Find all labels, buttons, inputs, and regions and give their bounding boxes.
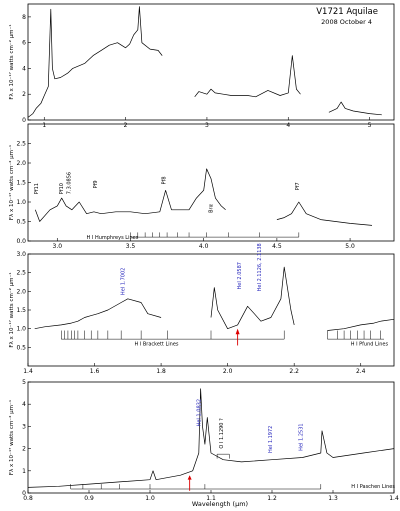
overview-ytick-label: 8 bbox=[22, 14, 26, 21]
brackett-ytick-label: 0.5 bbox=[16, 344, 26, 351]
brackett-annotation: HeI 1.7002 bbox=[120, 268, 126, 295]
paschen-annotation: HeI 1.2531 bbox=[299, 423, 305, 450]
humphreys-xtick-label: 5.0 bbox=[345, 243, 355, 250]
brackett-ytick-label: 2.5 bbox=[16, 270, 26, 277]
paschen-series-line-0 bbox=[27, 388, 395, 488]
humphreys-series-line-1 bbox=[276, 201, 373, 226]
humphreys-annotation: Pf11 bbox=[34, 183, 40, 194]
humphreys-annotation: Pf8 bbox=[162, 176, 168, 184]
paschen-y-axis-label: Fλ x 10⁻¹⁷ watts cm⁻² μm⁻¹ bbox=[8, 400, 15, 475]
brackett-frame bbox=[27, 253, 395, 367]
paschen-oi-bracket bbox=[216, 453, 230, 459]
x-axis-label: Wavelength (μm) bbox=[192, 500, 248, 508]
paschen-xtick-label: 0.9 bbox=[84, 495, 94, 502]
brackett-ytick-label: 1.5 bbox=[16, 307, 26, 314]
paschen-ytick-label: 1 bbox=[22, 468, 26, 475]
panel-brackett: 1.4 1.6 1.8 2.0 2.2 2.4 0.5 1.0 1.5 2.0 2.5 3.0 Fλ x… bbox=[8, 243, 395, 375]
panel-humphreys: 3.0 3.5 4.0 4.5 5.0 0.0 0.5 1.0 1.5 2.0 2.5Fλ x 10… bbox=[8, 123, 395, 250]
brackett-annotation: HeI 2.1126, 2.1138 bbox=[257, 243, 263, 291]
humphreys-xtick-label: 4.5 bbox=[272, 243, 282, 250]
paschen-annotation: HeI 1.1972 bbox=[268, 426, 274, 453]
humphreys-y-axis-label: Fλ x 10⁻¹⁷ watts cm⁻² μm⁻¹ bbox=[8, 145, 15, 220]
brackett-xtick-label: 2.4 bbox=[356, 368, 366, 375]
brackett-series-line-2 bbox=[327, 318, 395, 331]
overview-y-axis-label: Fλ x 10⁻¹⁷ watts cm⁻² μm⁻¹ bbox=[8, 24, 15, 99]
overview-series-line-2 bbox=[328, 101, 382, 116]
brackett-series-line-1 bbox=[210, 266, 295, 330]
brackett-y-axis-label: Fλ x 10⁻¹⁷ watts cm⁻² μm⁻¹ bbox=[8, 272, 15, 347]
paschen-ytick-label: 2 bbox=[22, 446, 26, 453]
humphreys-annotation: Pf10 bbox=[59, 183, 65, 194]
paschen-annotation: O I 1.1290 ? bbox=[219, 418, 225, 449]
brackett-line-series-label-brackett: H I Brackett Lines bbox=[134, 341, 178, 347]
brackett-line-series-label-pfund: H I Pfund Lines bbox=[351, 341, 389, 347]
humphreys-annotation: Pf7 bbox=[295, 182, 301, 190]
humphreys-ytick-label: 1.5 bbox=[16, 180, 26, 187]
humphreys-annotation: 7.3.0856 bbox=[66, 172, 72, 194]
paschen-ytick-label: 4 bbox=[22, 401, 26, 408]
humphreys-ytick-label: 0.0 bbox=[16, 238, 26, 245]
paschen-annotation: HeI 1.0832 bbox=[197, 399, 203, 426]
paschen-xtick-label: 1.3 bbox=[328, 495, 338, 502]
paschen-xtick-label: 1.1 bbox=[206, 495, 216, 502]
paschen-frame bbox=[27, 381, 395, 494]
humphreys-series-line-0 bbox=[34, 168, 226, 222]
overview-xtick-label: 4 bbox=[286, 122, 290, 129]
brackett-ytick-label: 1.0 bbox=[16, 326, 26, 333]
paschen-xtick-label: 0.8 bbox=[23, 495, 33, 502]
overview-xtick-label: 2 bbox=[124, 122, 128, 129]
overview-frame bbox=[27, 3, 395, 121]
humphreys-annotation: Brα bbox=[208, 203, 214, 212]
paschen-line-series-label: H I Paschen Lines bbox=[351, 484, 395, 490]
panel-overview: 1 2 3 4 5 0 2 4 6 8 Fλ x 10⁻¹⁷ watts cm⁻² μm⁻¹ bbox=[8, 3, 395, 129]
humphreys-ytick-label: 2.0 bbox=[16, 160, 26, 167]
brackett-xtick-label: 1.8 bbox=[156, 368, 166, 375]
humphreys-frame bbox=[27, 123, 395, 242]
humphreys-xtick-label: 3.5 bbox=[126, 243, 136, 250]
paschen-xtick-label: 1.2 bbox=[267, 495, 277, 502]
brackett-series-line-0 bbox=[34, 298, 162, 330]
humphreys-xtick-label: 4.0 bbox=[199, 243, 209, 250]
paschen-ytick-label: 3 bbox=[22, 423, 26, 430]
humphreys-ytick-label: 1.0 bbox=[16, 199, 26, 206]
paschen-red-arrowhead bbox=[187, 475, 192, 480]
brackett-xtick-label: 2.0 bbox=[223, 368, 233, 375]
overview-ytick-label: 2 bbox=[22, 91, 26, 98]
brackett-ytick-label: 2.0 bbox=[16, 288, 26, 295]
overview-ytick-label: 4 bbox=[22, 65, 26, 72]
brackett-xtick-label: 2.2 bbox=[289, 368, 299, 375]
overview-ytick-label: 0 bbox=[22, 117, 26, 124]
humphreys-line-series-label: H I Humphreys Lines bbox=[87, 235, 139, 241]
figure-title: V1721 Aquilae bbox=[316, 7, 378, 17]
panel-paschen: 0.8 0.9 1.0 1.1 1.2 1.3 1.4 0 1 2 3 4 5 Fλ x 10⁻¹⁷ wa… bbox=[8, 379, 399, 502]
brackett-ytick-label: 3.0 bbox=[16, 251, 26, 258]
brackett-xtick-label: 1.6 bbox=[90, 368, 100, 375]
paschen-ytick-label: 0 bbox=[22, 490, 26, 497]
humphreys-ytick-label: 0.5 bbox=[16, 219, 26, 226]
overview-series-line-1 bbox=[194, 55, 301, 98]
humphreys-xtick-label: 3.0 bbox=[53, 243, 63, 250]
overview-xtick-label: 5 bbox=[368, 122, 372, 129]
overview-xtick-label: 3 bbox=[205, 122, 209, 129]
brackett-red-arrowhead bbox=[235, 328, 240, 335]
humphreys-ytick-label: 2.5 bbox=[16, 141, 26, 148]
paschen-xtick-label: 1.0 bbox=[145, 495, 155, 502]
paschen-xtick-label: 1.4 bbox=[389, 495, 399, 502]
brackett-annotation: HeI 2.0587 bbox=[237, 262, 243, 289]
overview-xtick-label: 1 bbox=[42, 122, 46, 129]
overview-ytick-label: 6 bbox=[22, 40, 26, 47]
figure-subtitle: 2008 October 4 bbox=[321, 18, 372, 26]
paschen-ytick-label: 5 bbox=[22, 379, 26, 386]
brackett-xtick-label: 1.4 bbox=[23, 368, 33, 375]
overview-series-line-0 bbox=[27, 6, 163, 118]
humphreys-annotation: Pf9 bbox=[93, 180, 99, 188]
